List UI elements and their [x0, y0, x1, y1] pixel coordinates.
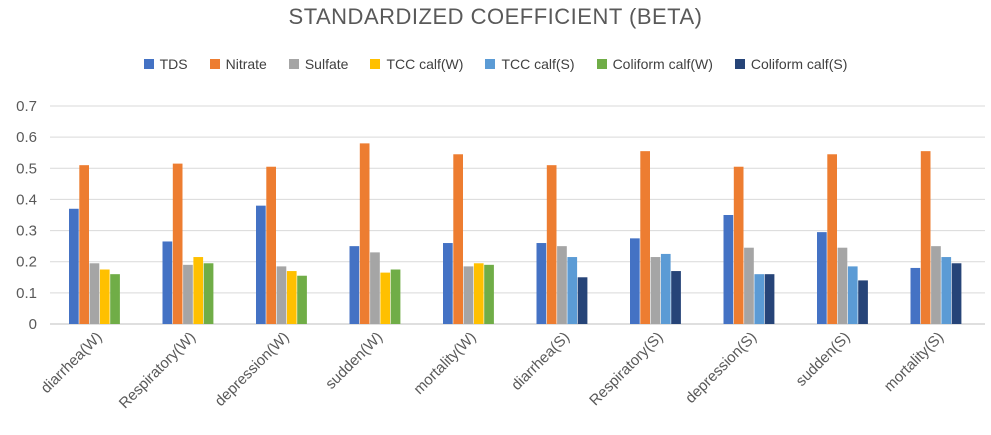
x-tick-label: diarrhea(S) — [508, 329, 573, 394]
x-tick-label: mortality(S) — [881, 329, 947, 395]
bar — [110, 274, 120, 324]
x-tick-label: Respiratory(W) — [116, 329, 199, 412]
bar — [443, 243, 453, 324]
x-tick-label: depression(S) — [682, 329, 760, 407]
bar — [920, 151, 931, 324]
bar — [390, 269, 401, 324]
bar — [931, 246, 941, 324]
bar — [910, 267, 921, 324]
bar — [577, 277, 588, 324]
x-tick-label: Respiratory(S) — [586, 329, 666, 409]
legend-swatch — [288, 59, 299, 69]
legend-swatch — [734, 59, 745, 69]
x-tick-label: diarrhea(W) — [38, 329, 106, 397]
y-tick-label: 0.7 — [16, 98, 37, 115]
bar — [744, 247, 754, 324]
legend-item: Sulfate — [288, 56, 349, 72]
legend-item: Coliform calf(S) — [734, 56, 848, 72]
legend-label: Nitrate — [225, 56, 267, 72]
legend-label: TCC calf(S) — [501, 56, 575, 72]
y-tick-label: 0.3 — [16, 223, 37, 240]
bar — [256, 205, 266, 324]
y-tick-label: 0.6 — [16, 129, 37, 146]
bar — [671, 271, 681, 324]
bar — [817, 232, 827, 324]
bar — [69, 208, 79, 324]
bar — [370, 252, 380, 324]
bar — [380, 272, 391, 324]
bar — [827, 154, 837, 324]
bar — [297, 275, 307, 324]
bar — [858, 280, 868, 324]
bar — [89, 263, 100, 324]
legend-swatch — [143, 59, 154, 69]
bar — [723, 215, 734, 324]
bar — [203, 263, 214, 324]
bar — [162, 241, 173, 324]
legend-swatch — [485, 59, 496, 69]
bar — [473, 263, 484, 324]
bar — [536, 243, 547, 324]
bar — [941, 257, 952, 324]
bar — [546, 165, 557, 324]
bar — [764, 274, 775, 324]
y-tick-label: 0.5 — [16, 160, 37, 177]
bar — [630, 238, 640, 324]
bar — [484, 264, 494, 324]
chart-title: STANDARDIZED COEFFICIENT (BETA) — [288, 4, 703, 29]
bar — [650, 257, 661, 324]
bar — [359, 143, 370, 324]
legend-item: TCC calf(W) — [370, 56, 463, 72]
bar — [266, 166, 276, 324]
bar — [463, 266, 474, 324]
bar — [172, 163, 183, 324]
bar — [754, 274, 765, 324]
legend-item: TDS — [143, 56, 188, 72]
bar — [349, 246, 360, 324]
y-tick-label: 0.2 — [16, 254, 37, 271]
x-tick-label: sudden(S) — [793, 329, 854, 390]
legend-label: TCC calf(W) — [386, 56, 464, 72]
y-tick-label: 0 — [29, 316, 37, 333]
bar — [557, 246, 567, 324]
legend-label: Sulfate — [304, 56, 349, 72]
x-tick-label: depression(W) — [212, 329, 293, 410]
bar — [837, 247, 848, 324]
legend-item: Nitrate — [209, 56, 267, 72]
x-tick-label: sudden(W) — [322, 329, 386, 393]
legend-swatch — [596, 59, 607, 69]
bar — [276, 266, 287, 324]
bar — [79, 165, 89, 324]
bar — [99, 269, 110, 324]
bar — [733, 166, 744, 324]
legend-item: TCC calf(S) — [485, 56, 575, 72]
chart-legend: TDS Nitrate Sulfate TCC calf(W) TCC calf(S) C… — [0, 56, 991, 72]
bar — [183, 264, 193, 324]
bar — [567, 257, 578, 324]
bar — [193, 257, 204, 324]
legend-label: Coliform calf(S) — [750, 56, 848, 72]
x-tick-label: mortality(W) — [410, 329, 479, 398]
bar — [286, 271, 297, 324]
bar — [847, 266, 858, 324]
bar — [453, 154, 463, 324]
legend-swatch — [209, 59, 220, 69]
bar — [660, 253, 671, 324]
legend-item: Coliform calf(W) — [596, 56, 713, 72]
bar — [951, 263, 962, 324]
legend-swatch — [370, 59, 381, 69]
legend-label: TDS — [159, 56, 188, 72]
legend-label: Coliform calf(W) — [612, 56, 713, 72]
y-tick-label: 0.1 — [16, 285, 37, 302]
y-tick-label: 0.4 — [16, 191, 37, 208]
bar — [640, 151, 650, 324]
